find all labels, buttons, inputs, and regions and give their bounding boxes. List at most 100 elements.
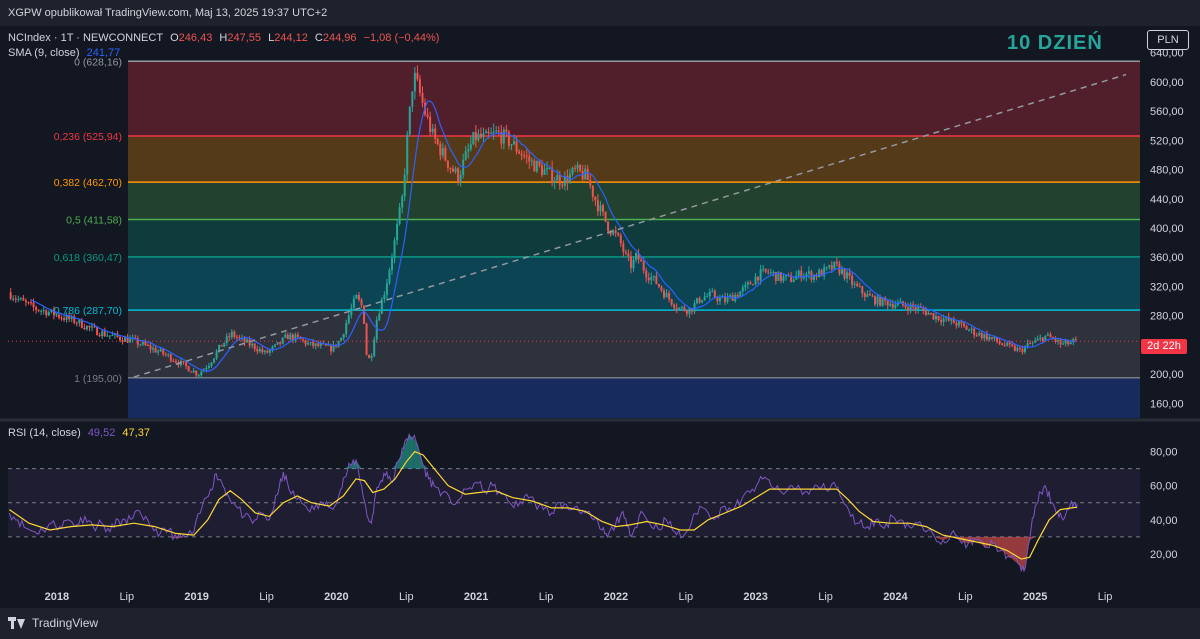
candle-body [363,305,366,324]
candle-body [530,160,533,162]
candle-body [296,334,299,337]
candle-body [477,133,480,140]
candle-body [759,269,762,281]
candle-body [360,299,363,306]
candle-body [586,168,589,180]
candle-body [42,310,45,312]
candle-body [408,106,411,135]
candle-body [584,168,587,180]
candle-body [106,335,109,337]
candle-body [347,315,350,324]
candle-body [792,279,795,282]
chart-canvas[interactable]: 0 (628,16) 0,236 (525,94) 0,382 (462,70) 0,… [0,26,1200,608]
candle-body [9,292,12,299]
candle-body [830,265,833,270]
candle-body [457,168,460,183]
candle-body [378,313,381,321]
candle-body [291,334,294,341]
candle-body [169,354,172,361]
annotation-text: 10 DZIEŃ [1007,32,1103,54]
candle-body [574,167,577,169]
candle-body [52,309,55,316]
high-label: H [219,32,228,44]
candle-body [668,292,671,300]
candle-body [632,259,635,269]
candle-body [263,350,266,353]
candle-body [551,167,554,183]
tradingview-logo[interactable]: TradingView [8,616,98,630]
currency-button[interactable]: PLN [1147,30,1189,50]
candle-body [279,342,282,344]
rsi-label[interactable]: RSI (14, close) [8,427,81,439]
candle-body [1008,342,1011,345]
candle-body [436,138,439,144]
candle-body [1049,334,1052,338]
candle-body [866,293,869,297]
high-value: 247,55 [227,32,261,44]
candle-body [1034,340,1037,343]
candle-body [467,149,470,152]
candle-body [685,310,688,314]
candle-body [352,298,355,308]
candle-body [172,360,175,362]
candle-body [609,231,612,235]
time-axis: 2018 Lip 2019 Lip 2020 Lip 2021 Lip 2022 Lip 2023 L… [45,591,1113,603]
candle-body [513,141,516,145]
rsi-ma-line [9,450,1078,560]
candle-body [670,299,673,305]
candle-body [207,365,210,368]
candle-body [65,315,68,320]
candle-body [708,291,711,297]
candle-body [698,298,701,303]
candle-body [823,267,826,277]
candle-body [30,302,33,304]
candle-body [256,348,259,352]
candle-body [563,176,566,186]
candle-body [505,129,508,132]
rsi-ma-value: 47,37 [122,427,150,439]
candle-body [1006,342,1009,346]
candle-body [965,326,968,330]
fib-zone-5 [128,310,1140,378]
candle-body [525,155,528,157]
candle-body [294,334,297,341]
candle-body [40,310,43,312]
candle-body [540,165,543,175]
candle-body [88,325,91,328]
sma-label[interactable]: SMA (9, close) [8,47,80,59]
candle-body [1062,343,1065,345]
candle-body [990,336,993,339]
candle-body [812,274,815,280]
symbol-label[interactable]: NCIndex · 1T · NEWCONNECT [8,32,164,44]
candle-body [764,268,767,272]
candle-body [253,343,256,349]
candle-body [101,331,104,337]
candle-body [368,354,371,359]
candle-body [444,147,447,161]
low-label: L [268,32,275,44]
time-tick-label: 2023 [743,591,767,603]
candle-body [533,160,536,172]
candle-body [713,291,716,298]
candle-body [599,205,602,212]
candle-body [340,338,343,342]
candle-body [754,276,757,285]
candle-body [1013,345,1016,351]
time-tick-label: 2022 [604,591,628,603]
candle-body [350,307,353,316]
candle-body [528,156,531,162]
low-value: 244,12 [274,32,308,44]
candle-body [228,336,231,338]
candle-body [749,282,752,285]
candle-body [853,283,856,285]
candle-body [98,335,101,337]
candle-body [380,299,383,314]
candle-body [543,169,546,175]
candle-body [1067,340,1070,345]
candle-body [520,153,523,156]
candle-body [185,362,188,367]
close-label: C [314,32,323,44]
candle-body [701,300,704,303]
candle-body [482,133,485,138]
candle-body [604,211,607,222]
